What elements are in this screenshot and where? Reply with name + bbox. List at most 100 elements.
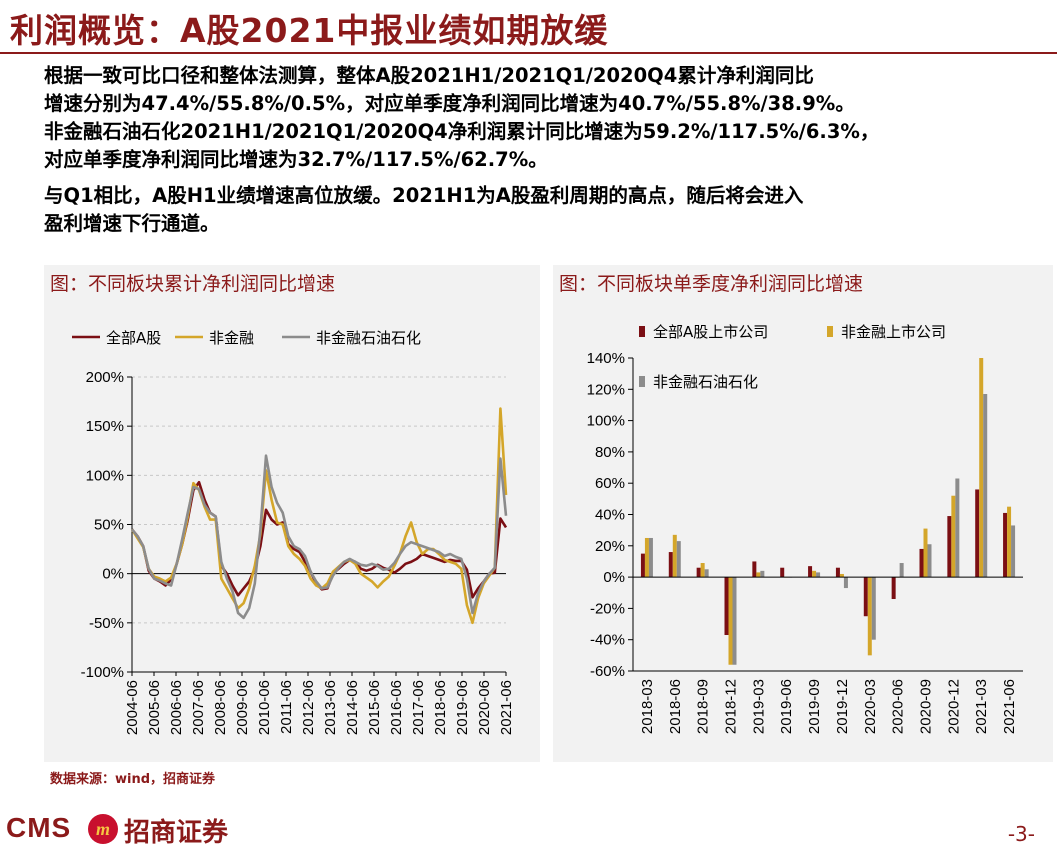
summary-line: 根据一致可比口径和整体法测算，整体A股2021H1/2021Q1/2020Q4累… bbox=[44, 64, 814, 87]
cumulative-growth-chart-panel: 图：不同板块累计净利润同比增速 -100% -50% 0% 50% 100% 150% 20… bbox=[44, 265, 540, 762]
legend-label: 非金融 bbox=[209, 329, 254, 347]
bar bbox=[752, 561, 757, 578]
x-tick-label: 2020-06 bbox=[890, 679, 907, 734]
quarterly-growth-chart-panel: 图：不同板块单季度净利润同比增速 -60% -40% -20% 0% 20% 40% 60%… bbox=[553, 265, 1053, 762]
summary-line: 盈利增速下行通道。 bbox=[44, 212, 220, 235]
y-tick-label: 20% bbox=[595, 538, 625, 555]
bar bbox=[923, 528, 928, 578]
x-tick-label: 2021-06 bbox=[1001, 679, 1018, 734]
x-tick-label: 2019-09 bbox=[806, 679, 823, 734]
bar bbox=[724, 577, 729, 636]
bar bbox=[1011, 525, 1016, 578]
bar bbox=[668, 552, 673, 578]
bar bbox=[760, 570, 765, 578]
x-tick-label: 2005-06 bbox=[146, 680, 163, 735]
x-tick-label: 2016-06 bbox=[388, 680, 405, 735]
summary-text: 根据一致可比口径和整体法测算，整体A股2021H1/2021Q1/2020Q4累… bbox=[44, 62, 1054, 238]
x-tick-label: 2018-06 bbox=[667, 679, 684, 734]
bar bbox=[696, 567, 701, 578]
legend-label: 非金融上市公司 bbox=[841, 323, 946, 341]
y-tick-label: 50% bbox=[94, 517, 124, 534]
bar bbox=[816, 572, 821, 578]
bar bbox=[899, 563, 904, 578]
x-tick-label: 2019-03 bbox=[750, 679, 767, 734]
x-tick-label: 2021-03 bbox=[973, 679, 990, 734]
quarterly-growth-chart: -60% -40% -20% 0% 20% 40% 60% 80% 100% 120% 140% 20… bbox=[587, 323, 1023, 734]
y-tick-label: 80% bbox=[595, 444, 625, 461]
y-tick-label: -20% bbox=[590, 600, 625, 617]
page-number: -3- bbox=[1007, 822, 1035, 846]
legend-swatch bbox=[827, 326, 833, 337]
bar bbox=[983, 393, 988, 578]
y-tick-label: 0% bbox=[102, 566, 124, 583]
bar bbox=[947, 516, 952, 578]
data-source: 数据来源：wind，招商证券 bbox=[50, 772, 216, 787]
y-tick-label: 150% bbox=[86, 418, 124, 435]
x-tick-label: 2020-12 bbox=[945, 679, 962, 734]
x-tick-label: 2004-06 bbox=[124, 680, 141, 735]
y-tick-label: 100% bbox=[86, 467, 124, 484]
x-tick-label: 2014-06 bbox=[344, 680, 361, 735]
bar bbox=[919, 548, 924, 578]
bar bbox=[812, 570, 817, 578]
logo-company-name: 招商证券 bbox=[124, 818, 229, 848]
y-tick-label: 0% bbox=[603, 569, 625, 586]
legend-swatch bbox=[639, 326, 645, 337]
y-tick-label: 120% bbox=[587, 381, 625, 398]
y-tick-label: -100% bbox=[81, 664, 124, 681]
x-tick-label: 2009-06 bbox=[234, 680, 251, 735]
bar bbox=[700, 563, 705, 578]
chart-title: 图：不同板块累计净利润同比增速 bbox=[50, 273, 336, 295]
legend-swatch bbox=[639, 376, 645, 387]
x-tick-label: 2012-06 bbox=[300, 680, 317, 735]
bar bbox=[732, 577, 737, 665]
y-tick-label: 40% bbox=[595, 507, 625, 524]
bar bbox=[1007, 506, 1012, 578]
legend-label: 非金融石油石化 bbox=[316, 329, 421, 347]
summary-line: 与Q1相比，A股H1业绩增速高位放缓。2021H1为A股盈利周期的高点，随后将会… bbox=[44, 184, 804, 207]
bar bbox=[644, 537, 649, 578]
x-tick-label: 2018-06 bbox=[432, 680, 449, 735]
bar bbox=[648, 537, 653, 578]
bar bbox=[835, 567, 840, 578]
legend-label: 非金融石油石化 bbox=[653, 373, 758, 391]
page-title: 利润概览：A股2021中报业绩如期放缓 bbox=[10, 11, 609, 50]
x-tick-label: 2013-06 bbox=[322, 680, 339, 735]
y-tick-label: 100% bbox=[587, 413, 625, 430]
x-tick-label: 2007-06 bbox=[190, 680, 207, 735]
bar bbox=[728, 577, 733, 665]
bar bbox=[780, 567, 785, 578]
x-tick-label: 2011-06 bbox=[278, 680, 295, 734]
bar bbox=[891, 577, 896, 600]
bar bbox=[672, 534, 677, 578]
bar bbox=[979, 358, 984, 578]
title-divider bbox=[0, 52, 1057, 54]
x-tick-label: 2020-06 bbox=[476, 680, 493, 735]
chart-title: 图：不同板块单季度净利润同比增速 bbox=[559, 273, 864, 295]
bar bbox=[927, 544, 932, 578]
x-tick-label: 2018-09 bbox=[695, 679, 712, 734]
bar bbox=[756, 572, 761, 578]
x-tick-label: 2019-06 bbox=[454, 680, 471, 735]
cumulative-growth-chart: -100% -50% 0% 50% 100% 150% 200% 2004-06 2005-06… bbox=[72, 329, 515, 735]
logo-text: CMS bbox=[6, 812, 72, 843]
bar bbox=[640, 553, 645, 578]
summary-line: 非金融石油石化2021H1/2021Q1/2020Q4净利润累计同比增速为59.… bbox=[44, 120, 880, 143]
logo-badge-icon: m bbox=[88, 814, 118, 844]
y-tick-label: -60% bbox=[590, 663, 625, 680]
bar bbox=[839, 573, 844, 578]
bar bbox=[676, 541, 681, 578]
x-tick-label: 2019-06 bbox=[778, 679, 795, 734]
bar bbox=[955, 478, 960, 578]
bar bbox=[1003, 512, 1008, 578]
x-tick-label: 2020-09 bbox=[918, 679, 935, 734]
y-tick-label: 60% bbox=[595, 475, 625, 492]
x-tick-label: 2018-03 bbox=[639, 679, 656, 734]
y-tick-label: -40% bbox=[590, 632, 625, 649]
summary-line: 增速分别为47.4%/55.8%/0.5%，对应单季度净利润同比增速为40.7%… bbox=[44, 92, 855, 115]
y-tick-label: 140% bbox=[587, 350, 625, 367]
x-tick-label: 2010-06 bbox=[256, 680, 273, 735]
y-tick-label: -50% bbox=[89, 615, 124, 632]
bar bbox=[951, 495, 956, 578]
x-tick-label: 2006-06 bbox=[168, 680, 185, 735]
